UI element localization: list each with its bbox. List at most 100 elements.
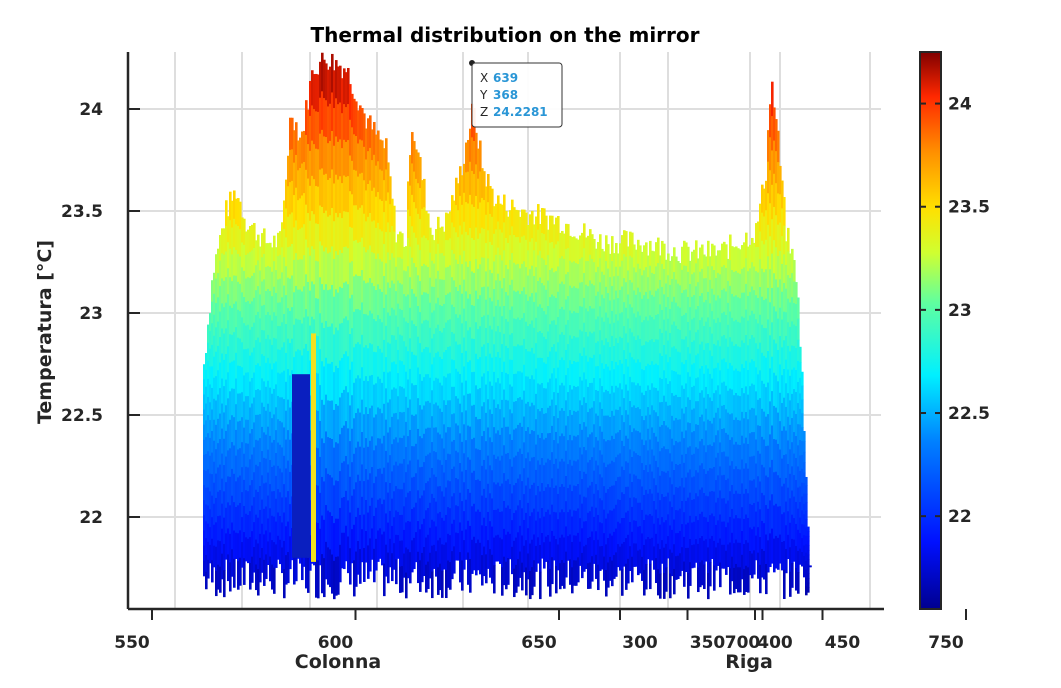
surface-cell bbox=[769, 236, 772, 270]
surface-cell bbox=[601, 454, 604, 479]
surface-cell bbox=[747, 271, 750, 297]
surface-cell bbox=[569, 534, 572, 560]
surface-cell bbox=[347, 392, 350, 429]
surface-cell bbox=[401, 566, 404, 593]
surface-cell bbox=[239, 283, 242, 312]
surface-cell bbox=[273, 567, 276, 594]
surface-cell bbox=[277, 465, 280, 490]
surface-cell bbox=[715, 255, 718, 279]
surface-cell bbox=[233, 190, 236, 220]
surface-cell bbox=[239, 475, 242, 504]
surface-cell bbox=[229, 505, 232, 535]
surface-cell bbox=[787, 464, 790, 489]
surface-cell bbox=[691, 499, 694, 524]
surface-cell bbox=[203, 409, 206, 426]
surface-cell bbox=[693, 340, 696, 364]
surface-cell bbox=[521, 372, 524, 401]
surface-cell bbox=[397, 488, 400, 513]
surface-cell bbox=[659, 573, 662, 599]
surface-cell bbox=[491, 273, 494, 302]
surface-cell bbox=[761, 352, 764, 382]
surface-cell bbox=[425, 510, 428, 539]
surface-cell bbox=[291, 180, 294, 214]
surface-cell bbox=[493, 454, 496, 483]
surface-cell bbox=[337, 443, 340, 482]
surface-cell bbox=[231, 388, 234, 416]
surface-cell bbox=[361, 334, 364, 368]
surface-cell bbox=[379, 378, 382, 410]
surface-cell bbox=[749, 362, 752, 387]
surface-cell bbox=[671, 347, 674, 371]
surface-cell bbox=[363, 347, 366, 382]
surface-cell bbox=[549, 460, 552, 488]
surface-cell bbox=[597, 341, 600, 367]
surface-cell bbox=[547, 407, 550, 434]
surface-cell bbox=[701, 390, 704, 416]
surface-cell bbox=[465, 529, 468, 560]
surface-cell bbox=[635, 498, 638, 522]
surface-cell bbox=[225, 482, 228, 509]
surface-cell bbox=[721, 359, 724, 384]
datatip[interactable]: X 639 Y 368 Z 24.2281 bbox=[469, 60, 563, 128]
surface-cell bbox=[423, 405, 426, 435]
surface-cell bbox=[521, 209, 524, 238]
surface-cell bbox=[527, 250, 530, 277]
surface-cell bbox=[519, 371, 522, 398]
surface-cell bbox=[553, 368, 556, 393]
surface-cell bbox=[373, 220, 376, 254]
surface-cell bbox=[571, 364, 574, 391]
surface-cell bbox=[387, 312, 390, 344]
surface-cell bbox=[621, 415, 624, 442]
surface-cell bbox=[621, 363, 624, 391]
surface-cell bbox=[289, 214, 292, 248]
surface-cell bbox=[711, 513, 714, 537]
surface-cell bbox=[467, 520, 470, 554]
surface-cell bbox=[709, 256, 712, 281]
surface-cell bbox=[805, 502, 808, 512]
surface-cell bbox=[589, 562, 592, 589]
surface-cell bbox=[365, 530, 368, 563]
surface-cell bbox=[413, 324, 416, 356]
surface-cell bbox=[729, 465, 732, 492]
surface-cell bbox=[375, 507, 378, 540]
surface-cell bbox=[553, 464, 556, 489]
surface-cell bbox=[647, 320, 650, 343]
surface-cell bbox=[293, 551, 296, 585]
z-tick-label-0: 22 bbox=[79, 508, 103, 528]
surface-cell bbox=[705, 517, 708, 540]
surface-cell bbox=[725, 527, 728, 552]
surface-cell bbox=[433, 287, 436, 312]
surface-cell bbox=[753, 550, 756, 575]
surface-cell bbox=[407, 181, 410, 211]
surface-cell bbox=[719, 250, 722, 275]
surface-cell bbox=[391, 198, 394, 227]
surface-cell bbox=[757, 552, 760, 579]
surface-cell bbox=[639, 549, 642, 574]
surface-cell bbox=[409, 307, 412, 339]
surface-cell bbox=[637, 287, 640, 313]
surface-cell bbox=[719, 298, 722, 323]
surface-cell bbox=[207, 451, 210, 470]
surface-cell bbox=[267, 403, 270, 428]
surface-cell bbox=[475, 385, 478, 418]
surface-cell bbox=[627, 534, 630, 560]
surface-cell bbox=[363, 280, 366, 315]
surface-cell bbox=[713, 343, 716, 370]
surface-cell bbox=[347, 284, 350, 321]
surface-cell bbox=[327, 400, 330, 438]
surface-cell bbox=[689, 515, 692, 540]
surface-cell bbox=[451, 222, 454, 251]
surface-cell bbox=[701, 268, 704, 294]
surface-cell bbox=[801, 510, 804, 525]
surface-cell bbox=[361, 172, 364, 206]
surface-cell bbox=[719, 442, 722, 468]
surface-cell bbox=[769, 269, 772, 303]
surface-cell bbox=[261, 475, 264, 501]
surface-cell bbox=[485, 327, 488, 357]
surface-cell bbox=[353, 489, 356, 526]
surface-cell bbox=[485, 243, 488, 272]
surface-cell bbox=[767, 445, 770, 478]
surface-cell bbox=[587, 563, 590, 589]
surface-cell bbox=[503, 389, 506, 419]
surface-cell bbox=[653, 273, 656, 298]
